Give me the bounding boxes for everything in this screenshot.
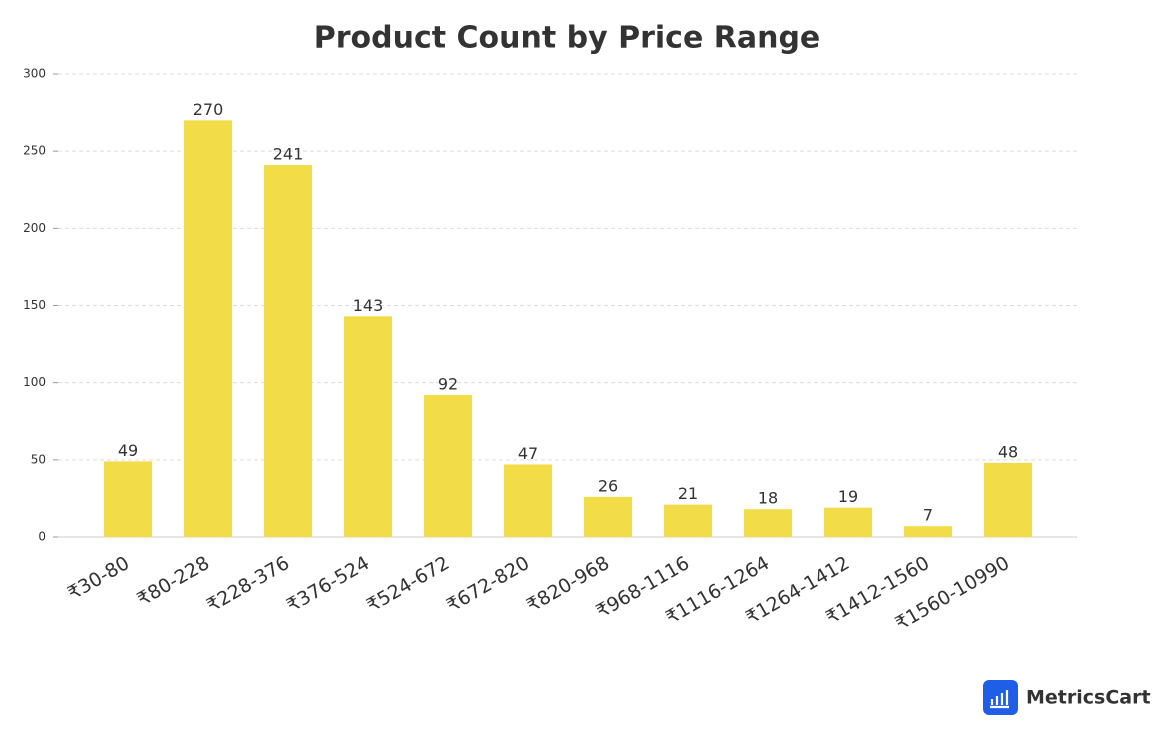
value-label: 270 — [193, 100, 224, 119]
value-label: 7 — [923, 506, 933, 525]
value-label: 19 — [838, 487, 858, 506]
value-label: 26 — [598, 476, 618, 495]
value-label: 241 — [273, 145, 304, 164]
x-tick-label: ₹80-228 — [133, 552, 213, 611]
bar — [104, 461, 152, 537]
y-tick-label: 300 — [23, 67, 46, 81]
chart-title: Product Count by Price Range — [314, 21, 821, 56]
bar — [984, 462, 1032, 537]
x-tick-label: ₹376-524 — [283, 552, 373, 617]
bar — [664, 504, 712, 537]
bar — [424, 395, 472, 537]
bar — [744, 509, 792, 537]
bar — [184, 120, 232, 538]
y-tick-label: 150 — [23, 298, 46, 312]
bar — [584, 496, 632, 537]
y-tick-label: 50 — [31, 452, 46, 466]
value-label: 18 — [758, 489, 778, 508]
x-tick-label: ₹524-672 — [363, 552, 453, 617]
value-label: 21 — [678, 484, 698, 503]
value-label: 49 — [118, 441, 138, 460]
y-tick-label: 250 — [23, 144, 46, 158]
value-label: 143 — [353, 296, 384, 315]
bar — [264, 165, 312, 537]
logo: MetricsCart — [983, 680, 1151, 715]
x-tick-label: ₹228-376 — [203, 552, 293, 617]
y-tick-label: 200 — [23, 221, 46, 235]
bar — [344, 316, 392, 537]
value-label: 92 — [438, 375, 458, 394]
value-label: 47 — [518, 444, 538, 463]
logo-glyph — [990, 690, 1009, 709]
logo-icon — [983, 680, 1018, 715]
bar — [904, 526, 952, 537]
x-tick-label: ₹30-80 — [64, 552, 133, 605]
y-tick-label: 100 — [23, 375, 46, 389]
y-tick-label: 0 — [38, 530, 46, 544]
bar — [824, 507, 872, 537]
brand-name: MetricsCart — [1026, 687, 1151, 709]
x-tick-label: ₹672-820 — [443, 552, 533, 617]
value-label: 48 — [998, 442, 1018, 461]
bar — [504, 464, 552, 537]
